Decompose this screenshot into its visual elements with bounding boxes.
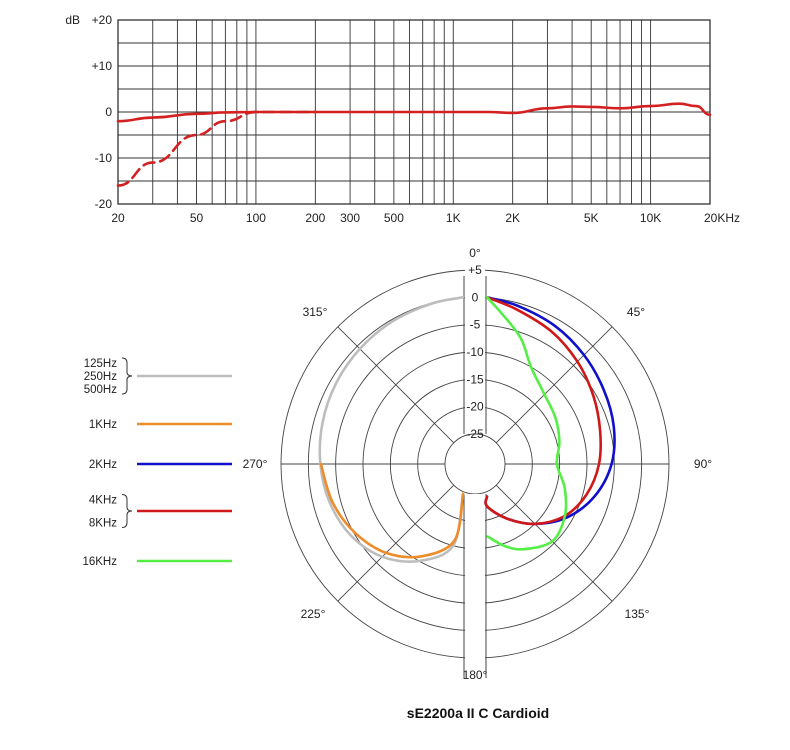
polar-series-line: [318, 296, 465, 563]
y-axis-label: dB: [65, 13, 80, 27]
x-tick-label: 2K: [505, 211, 520, 225]
polar-series-line: [485, 296, 568, 551]
angle-label: 315°: [303, 305, 328, 319]
y-tick-label: -20: [95, 197, 113, 211]
legend-label: 4KHz: [89, 495, 117, 507]
polar-series-line: [319, 462, 465, 559]
x-tick-label: 100: [246, 211, 266, 225]
angle-label: 0°: [469, 246, 481, 260]
polar-chart-title: sE2200a II C Cardioid: [407, 705, 549, 721]
legend-label: 16KHz: [82, 556, 117, 568]
angle-label: 180°: [463, 668, 488, 682]
x-tick-label: 300: [340, 211, 360, 225]
radial-tick-label: -10: [466, 345, 484, 359]
radial-tick-label: -15: [466, 372, 484, 386]
frequency-response-line: [116, 102, 712, 123]
legend-label: 1KHz: [89, 419, 117, 431]
legend-label: 125Hz: [84, 358, 117, 370]
y-tick-label: 0: [105, 105, 112, 119]
legend-label: 8KHz: [89, 518, 117, 530]
legend-label: 500Hz: [84, 384, 117, 396]
radial-tick-label: +5: [468, 263, 482, 277]
x-tick-label: 1K: [446, 211, 461, 225]
legend-label: 2KHz: [89, 459, 117, 471]
x-tick-label: 20KHz: [704, 211, 740, 225]
angle-label: 45°: [627, 305, 645, 319]
legend-brace: [121, 494, 133, 528]
x-tick-label: 10K: [640, 211, 661, 225]
y-tick-label: +10: [92, 59, 113, 73]
y-tick-label: -10: [95, 151, 113, 165]
radial-tick-label: -25: [466, 427, 484, 441]
radial-tick-label: -20: [466, 400, 484, 414]
x-tick-label: 50: [190, 211, 204, 225]
plot-frame: [117, 19, 711, 205]
radial-tick-label: -5: [470, 318, 481, 332]
frequency-response-chart: 20 50 100 200 300 500 1K 2K 5K 10K 20KHz +20 +10 0 -10…: [65, 13, 740, 225]
legend-brace: [121, 357, 133, 395]
angle-label: 270°: [243, 457, 268, 471]
polar-ring: [444, 433, 506, 495]
polar-series-line: [484, 296, 603, 526]
rear-gap: [465, 494, 485, 670]
legend-label: 250Hz: [84, 371, 117, 383]
x-tick-label: 20: [111, 211, 125, 225]
x-tick-label: 200: [305, 211, 325, 225]
radial-label-gap: [465, 258, 485, 424]
x-tick-label: 500: [384, 211, 404, 225]
polar-pattern-chart: +5 0 -5 -10 -15 -20 -25 0° 45° 90° 135° 180° 225° 270…: [243, 246, 713, 682]
low-cut-response-line: [116, 110, 317, 187]
x-tick-label: 5K: [584, 211, 599, 225]
angle-label: 90°: [694, 457, 712, 471]
angle-label: 135°: [625, 607, 650, 621]
angle-label: 225°: [301, 607, 326, 621]
y-tick-label: +20: [92, 13, 113, 27]
radial-tick-label: 0: [472, 290, 479, 304]
